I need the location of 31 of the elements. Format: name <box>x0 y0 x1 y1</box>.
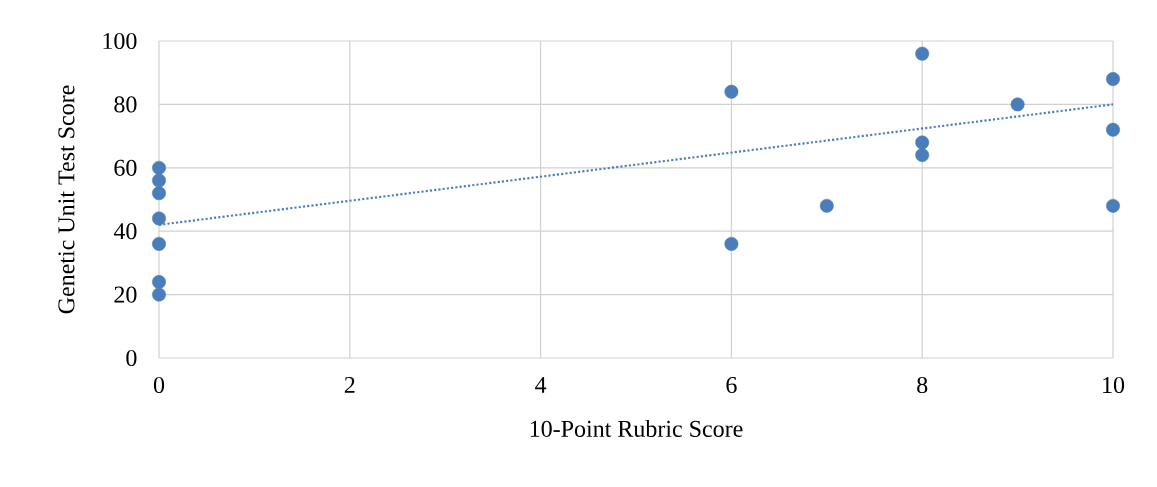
point <box>152 160 166 175</box>
point <box>152 236 166 251</box>
y-tick-label: 40 <box>113 223 137 240</box>
x-tick-label: 2 <box>344 376 355 393</box>
x-tick-label: 6 <box>726 376 737 394</box>
x-tick-label: 0 <box>153 376 165 394</box>
point <box>1106 72 1120 86</box>
point <box>724 236 739 251</box>
y-axis-title: Genetic Unit Test Score <box>58 85 75 314</box>
point <box>915 135 930 150</box>
y-tick-label: 80 <box>114 96 137 113</box>
point <box>152 274 166 289</box>
point <box>152 287 166 302</box>
x-axis-title: 10-Point Rubric Score <box>530 420 743 437</box>
point <box>724 84 739 99</box>
point <box>1106 122 1120 137</box>
point <box>152 186 166 201</box>
point <box>152 211 166 226</box>
x-tick-label: 4 <box>535 376 547 393</box>
point <box>915 148 930 163</box>
y-tick-label: 60 <box>114 159 137 176</box>
point <box>915 46 930 61</box>
point <box>152 173 166 188</box>
point <box>1010 97 1025 112</box>
point <box>819 198 834 213</box>
x-tick-label: 8 <box>917 376 928 394</box>
y-tick-label: 100 <box>103 32 137 50</box>
y-tick-label: 0 <box>126 349 137 367</box>
x-tick-label: 10 <box>1103 376 1125 394</box>
y-tick-label: 20 <box>114 286 137 303</box>
point <box>1106 198 1120 213</box>
